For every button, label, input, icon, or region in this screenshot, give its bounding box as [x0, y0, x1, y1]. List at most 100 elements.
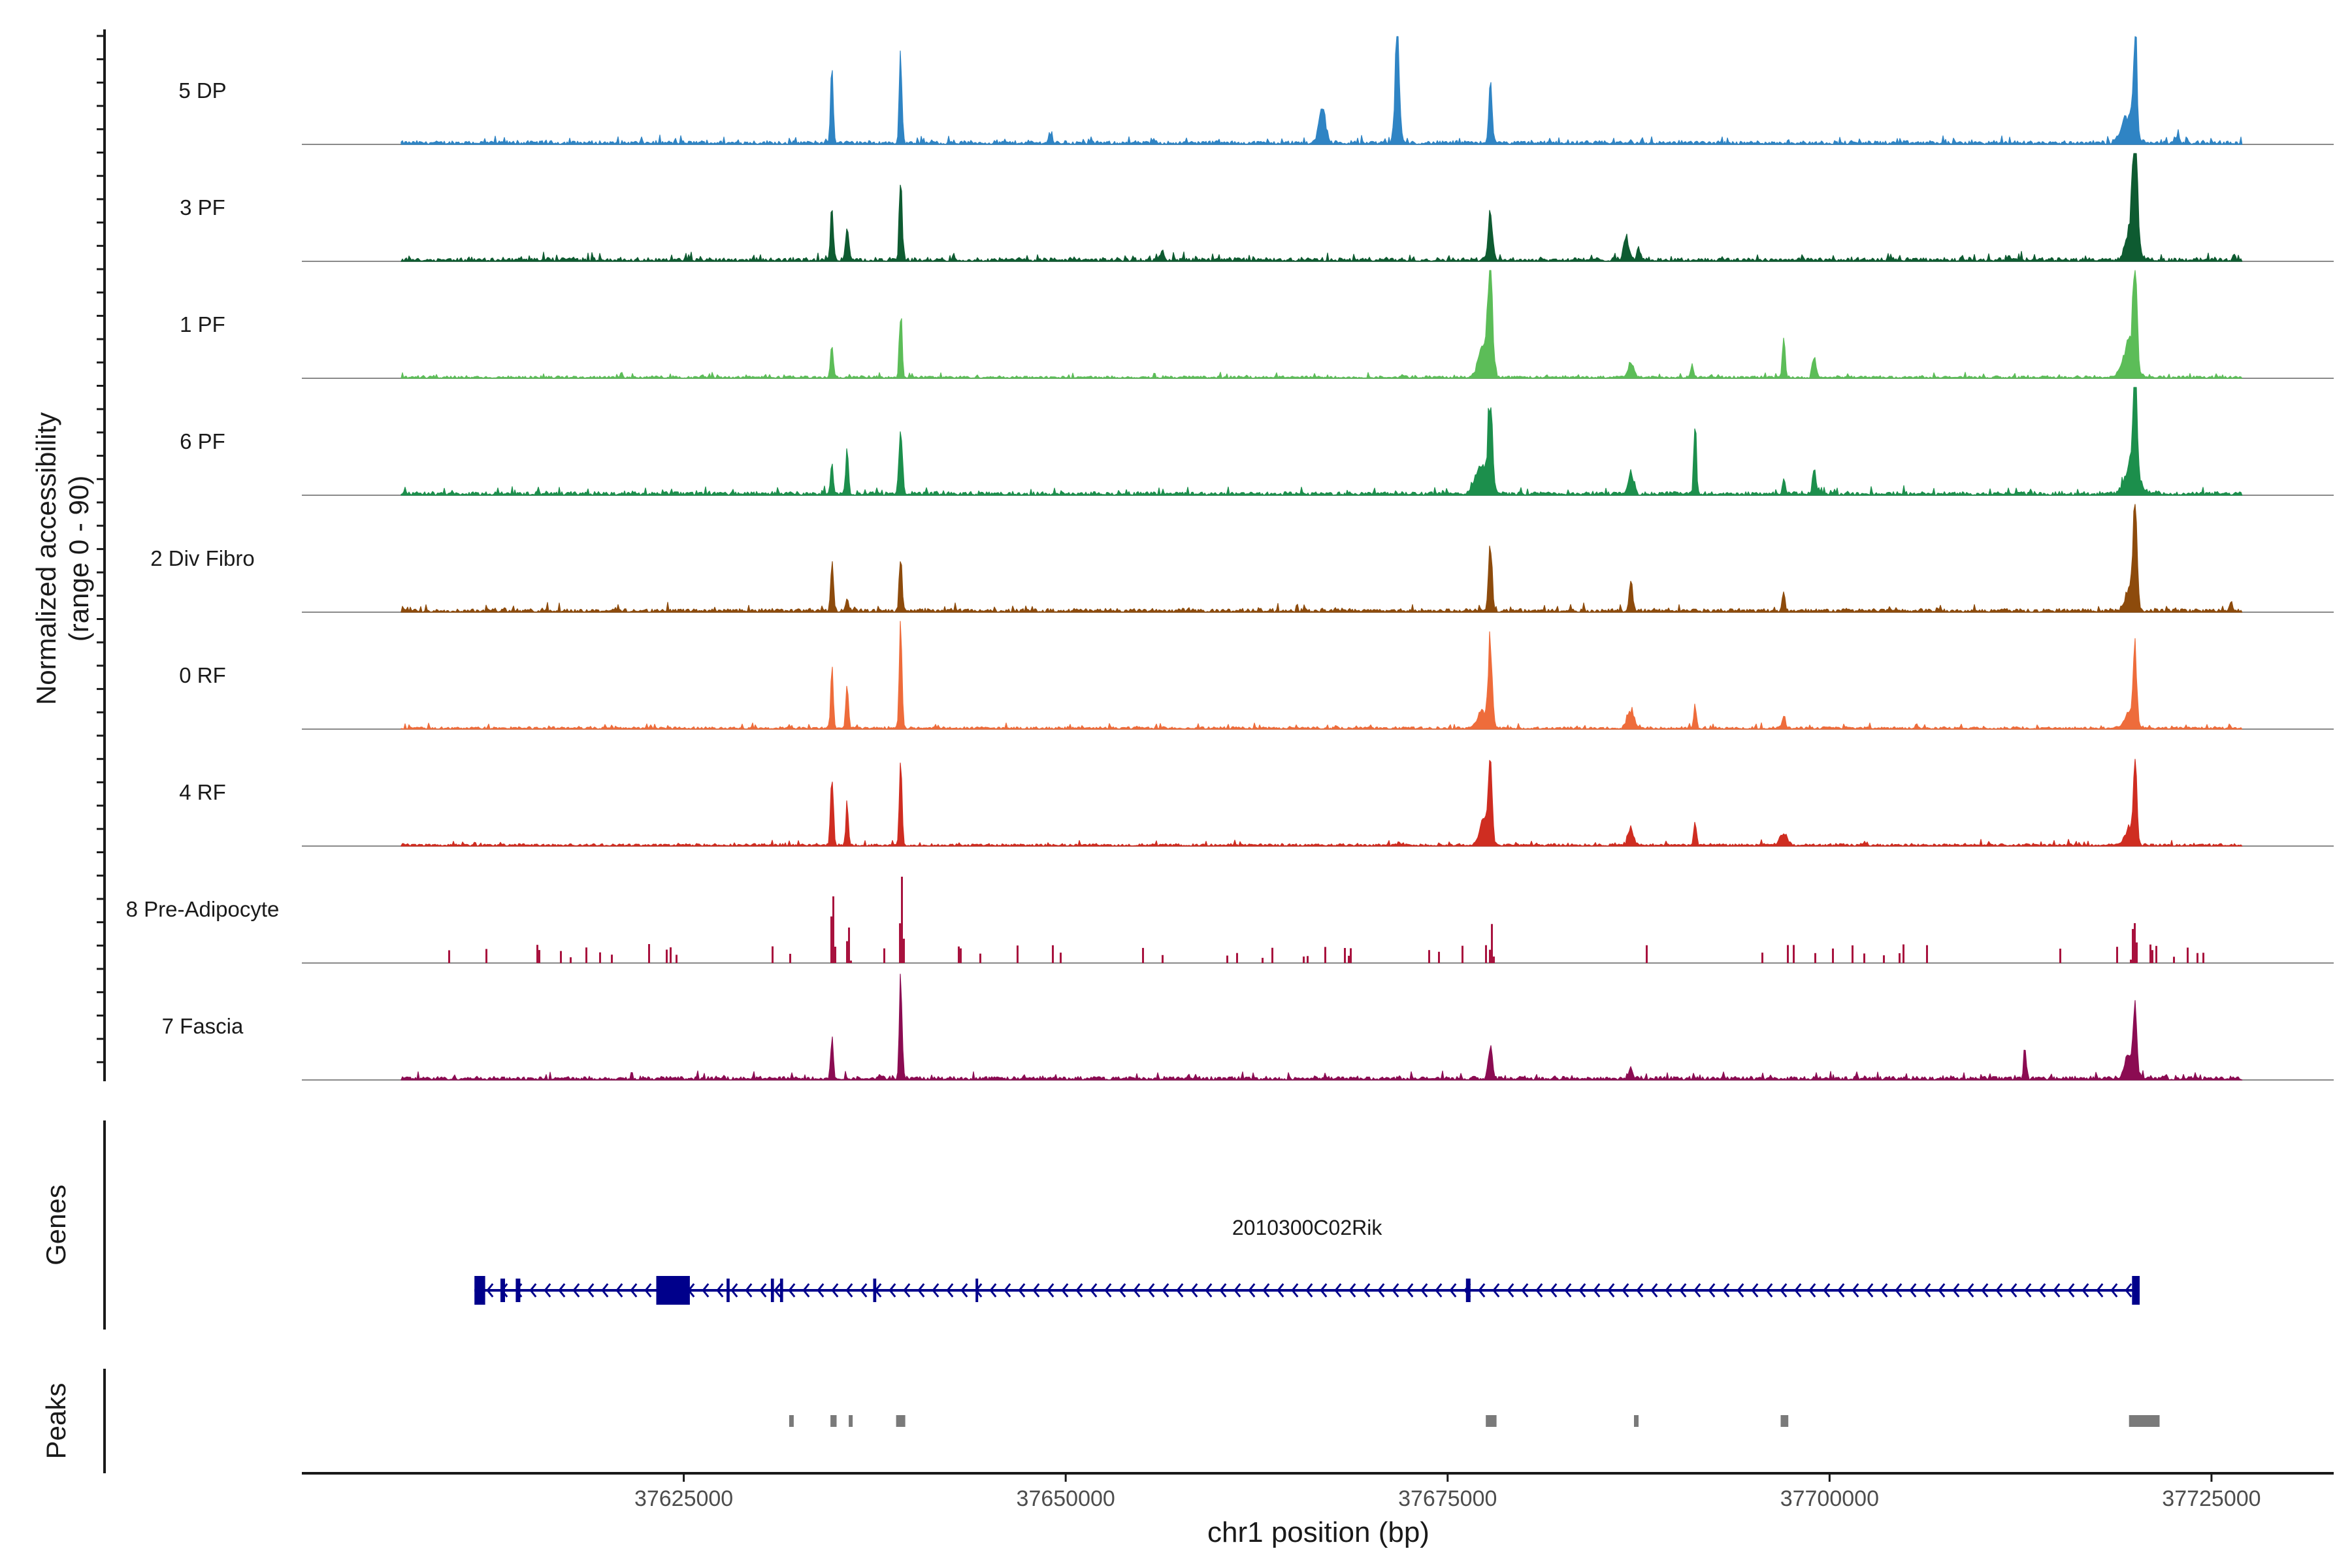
track-bar [1060, 953, 1062, 963]
strand-arrow [1406, 1283, 1414, 1298]
gene-name-label: 2010300C02Rik [1232, 1216, 1383, 1239]
track-bar [1142, 947, 1144, 963]
gene-exon [474, 1276, 485, 1305]
peaks-panel-label: Peaks [41, 1383, 71, 1460]
track-bar [1883, 955, 1885, 963]
strand-arrow [1162, 1283, 1169, 1298]
track-bar [1863, 953, 1865, 963]
strand-arrow [1765, 1283, 1773, 1298]
strand-arrow [2010, 1283, 2017, 1298]
track-bar [560, 951, 562, 963]
track-bar [2197, 953, 2198, 963]
strand-arrow [644, 1283, 652, 1298]
strand-arrow [1909, 1283, 1917, 1298]
strand-arrow [1564, 1283, 1572, 1298]
strand-arrow [774, 1283, 781, 1298]
track-bar [1485, 945, 1487, 963]
track-label: 7 Fascia [162, 1014, 244, 1038]
track-bar [960, 948, 962, 963]
strand-arrow [1995, 1283, 2003, 1298]
strand-arrow [1880, 1283, 1888, 1298]
strand-arrow [903, 1283, 911, 1298]
strand-arrow [1176, 1283, 1184, 1298]
strand-arrow [1147, 1283, 1155, 1298]
track-bar [1262, 958, 1264, 963]
strand-arrow [1004, 1283, 1011, 1298]
track-label: 6 PF [180, 429, 225, 453]
track-bar [1052, 945, 1054, 963]
peak-region [849, 1415, 853, 1427]
track-6: 4 RF [179, 759, 2334, 847]
track-label: 0 RF [179, 663, 226, 687]
gene-exon [779, 1279, 783, 1302]
track-bar [901, 876, 903, 963]
x-axis-tick-label: 37650000 [1017, 1486, 1115, 1511]
strand-arrow [889, 1283, 896, 1298]
strand-arrow [1305, 1283, 1313, 1298]
strand-arrow [1895, 1283, 1903, 1298]
strand-arrow [932, 1283, 939, 1298]
track-bar [1344, 948, 1346, 963]
x-axis-tick-label: 37675000 [1398, 1486, 1497, 1511]
track-bar [611, 955, 613, 963]
track-bar [1462, 945, 1463, 963]
track-bar [2155, 945, 2157, 963]
strand-arrow [1665, 1283, 1673, 1298]
x-axis-ticks: 37625000 37650000 37675000 37700000 37725000 [634, 1473, 2261, 1511]
track-bar [848, 927, 850, 963]
strand-arrow [1291, 1283, 1299, 1298]
strand-arrow [1866, 1283, 1874, 1298]
track-bar [1017, 945, 1019, 963]
strand-arrow [1852, 1283, 1859, 1298]
strand-arrow [1075, 1283, 1083, 1298]
strand-arrow [1219, 1283, 1227, 1298]
strand-arrow [831, 1283, 839, 1298]
track-bar [1348, 955, 1350, 963]
track-1: 3 PF [180, 153, 2334, 262]
strand-arrow [2110, 1283, 2118, 1298]
track-signal [400, 36, 2243, 145]
strand-arrow [1607, 1283, 1615, 1298]
x-axis-tick-label: 37725000 [2162, 1486, 2261, 1511]
strand-arrow [1952, 1283, 1960, 1298]
strand-arrow [558, 1283, 566, 1298]
track-bar [1926, 945, 1928, 963]
track-bar [1226, 955, 1228, 963]
strand-arrow [2024, 1283, 2032, 1298]
track-label: 1 PF [180, 312, 225, 336]
track-bar [676, 955, 678, 963]
track-bar [2134, 923, 2136, 963]
gene-exon [656, 1276, 690, 1305]
strand-arrow [1780, 1283, 1788, 1298]
track-bar [1236, 953, 1238, 963]
track-bar [538, 950, 540, 963]
strand-arrow [1248, 1283, 1256, 1298]
track-2: 1 PF [180, 270, 2334, 379]
strand-arrow [529, 1283, 537, 1298]
strand-arrow [2067, 1283, 2075, 1298]
strand-arrow [1492, 1283, 1500, 1298]
gene-exon [770, 1279, 774, 1302]
track-bar [1761, 953, 1763, 963]
track-bar [648, 944, 650, 963]
strand-arrow [1521, 1283, 1529, 1298]
track-bar [448, 950, 450, 963]
coverage-y-axis-ticks [97, 35, 105, 1064]
strand-arrow [587, 1283, 595, 1298]
strand-arrow [860, 1283, 868, 1298]
peaks-track [789, 1415, 2160, 1427]
track-bar [1271, 947, 1273, 963]
track-bar [585, 947, 587, 963]
strand-arrow [845, 1283, 853, 1298]
track-bar [2187, 947, 2189, 963]
track-bar [1350, 948, 1352, 963]
strand-arrow [1061, 1283, 1069, 1298]
track-bar [832, 896, 834, 963]
track-4: 2 Div Fibro [150, 504, 2334, 613]
strand-arrow [802, 1283, 810, 1298]
track-bar [1899, 953, 1901, 963]
strand-arrow [2096, 1283, 2104, 1298]
strand-arrow [1320, 1283, 1328, 1298]
strand-arrow [615, 1283, 623, 1298]
